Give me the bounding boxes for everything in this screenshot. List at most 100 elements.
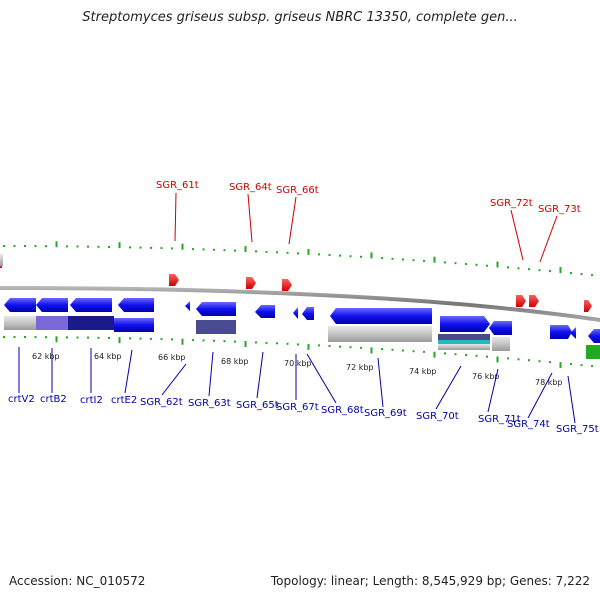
minor-tick <box>171 338 173 341</box>
domain-bar[interactable] <box>0 254 3 266</box>
minor-tick <box>318 344 320 347</box>
trna-label[interactable]: SGR_61t <box>156 180 199 191</box>
trna-marker[interactable] <box>584 300 592 312</box>
gene-label-crtB2[interactable]: crtB2 <box>40 394 67 405</box>
gene-label-SGR_71t[interactable]: SGR_71t <box>478 414 521 425</box>
gene-label-SGR_74t[interactable]: SGR_74t <box>507 419 550 430</box>
trna-marker[interactable] <box>169 274 179 286</box>
gene-label-crtE2[interactable]: crtE2 <box>111 395 137 406</box>
domain-bar[interactable] <box>438 344 490 350</box>
gene-label-SGR_68t[interactable]: SGR_68t <box>321 405 364 416</box>
accession-text: Accession: NC_010572 <box>9 574 146 588</box>
trna-label[interactable]: SGR_64t <box>229 182 272 193</box>
trna-marker[interactable] <box>529 295 539 307</box>
minor-tick <box>108 337 110 339</box>
minor-tick <box>192 339 194 342</box>
gene-label-SGR_67t[interactable]: SGR_67t <box>276 402 319 413</box>
domain-bar[interactable] <box>4 316 36 330</box>
major-tick <box>370 252 373 259</box>
domain-bar[interactable] <box>68 316 114 330</box>
minor-tick <box>45 336 47 339</box>
domain-bar[interactable] <box>438 334 490 340</box>
minor-tick <box>549 361 551 364</box>
major-tick <box>244 246 247 252</box>
minor-tick <box>580 273 583 276</box>
gene-SGR_71t[interactable] <box>489 321 512 335</box>
gene-SGR_70t[interactable] <box>440 316 490 332</box>
minor-tick <box>286 251 289 254</box>
rrna-bar[interactable] <box>586 345 600 359</box>
minor-tick <box>360 346 362 349</box>
trna-marker[interactable] <box>246 277 256 289</box>
gene-crtI2[interactable] <box>70 298 112 312</box>
trna-label[interactable]: SGR_73t <box>538 204 581 215</box>
minor-tick <box>223 249 226 252</box>
minor-tick <box>423 350 425 353</box>
gene-labels: crtV2 crtB2 crtI2 crtE2 SGR_62t SGR_63t … <box>8 347 599 435</box>
domain-bar[interactable] <box>438 340 490 344</box>
domain-bar[interactable] <box>196 320 236 334</box>
major-tick <box>244 341 247 347</box>
gene-small[interactable] <box>185 301 190 311</box>
gene-label-crtI2[interactable]: crtI2 <box>80 395 103 406</box>
gene-small-2[interactable] <box>570 327 576 339</box>
minor-tick <box>255 341 257 344</box>
gene-label-SGR_70t[interactable]: SGR_70t <box>416 411 459 422</box>
minor-tick <box>507 266 509 269</box>
minor-tick <box>465 263 467 265</box>
gene-SGR_69t[interactable] <box>330 308 432 324</box>
trna-marker[interactable] <box>516 295 526 307</box>
gene-label-SGR_62t[interactable]: SGR_62t <box>140 397 183 408</box>
minor-tick <box>3 336 5 338</box>
minor-tick <box>129 337 131 340</box>
minor-tick <box>381 257 383 260</box>
minor-tick <box>129 246 131 249</box>
gene-crtE2[interactable] <box>118 298 154 312</box>
scale-label: 66 kbp <box>158 353 186 362</box>
major-tick <box>307 248 310 255</box>
lower-tick-row <box>3 336 593 369</box>
genome-backbone <box>0 286 600 322</box>
minor-tick <box>454 262 457 265</box>
minor-tick <box>24 245 26 247</box>
minor-tick <box>276 342 278 345</box>
domain-bar[interactable] <box>114 318 154 332</box>
gene-label-crtV2[interactable]: crtV2 <box>8 394 35 405</box>
gene-SGR_63t[interactable] <box>196 302 236 316</box>
gene-SGR_75t[interactable] <box>588 329 600 343</box>
scale-labels: 62 kbp 64 kbp 66 kbp 68 kbp 70 kbp 72 kb… <box>32 352 563 387</box>
gene-SGR_68t[interactable] <box>302 307 314 320</box>
domain-bar[interactable] <box>36 316 68 330</box>
minor-tick <box>423 259 425 262</box>
minor-tick <box>297 343 299 346</box>
minor-tick <box>391 348 394 351</box>
gene-crtB2[interactable] <box>36 298 68 312</box>
trna-label[interactable]: SGR_66t <box>276 185 319 196</box>
minor-tick <box>402 349 404 352</box>
gene-label-SGR_75t[interactable]: SGR_75t <box>556 424 599 435</box>
gene-label-SGR_65t[interactable]: SGR_65t <box>236 400 279 411</box>
minor-tick <box>339 345 341 348</box>
minor-tick <box>402 258 404 261</box>
minor-tick <box>517 358 520 361</box>
minor-tick <box>349 346 352 349</box>
major-tick <box>118 337 121 344</box>
domain-bar[interactable] <box>328 326 432 342</box>
minor-tick <box>549 270 551 273</box>
gene-features <box>4 298 600 343</box>
gene-SGR_67t[interactable] <box>293 307 298 319</box>
minor-tick <box>76 245 79 248</box>
minor-tick <box>391 257 394 260</box>
gene-label-SGR_69t[interactable]: SGR_69t <box>364 408 407 419</box>
minor-tick <box>444 261 446 264</box>
trna-marker[interactable] <box>282 279 292 291</box>
trna-label[interactable]: SGR_72t <box>490 198 533 209</box>
minor-tick <box>34 245 37 248</box>
gene-label-SGR_63t[interactable]: SGR_63t <box>188 398 231 409</box>
minor-tick <box>108 246 110 248</box>
gene-SGR_74t[interactable] <box>550 325 572 339</box>
gene-crtV2[interactable] <box>4 298 36 312</box>
domain-bar[interactable] <box>492 337 510 351</box>
gene-SGR_65t[interactable] <box>255 305 275 318</box>
